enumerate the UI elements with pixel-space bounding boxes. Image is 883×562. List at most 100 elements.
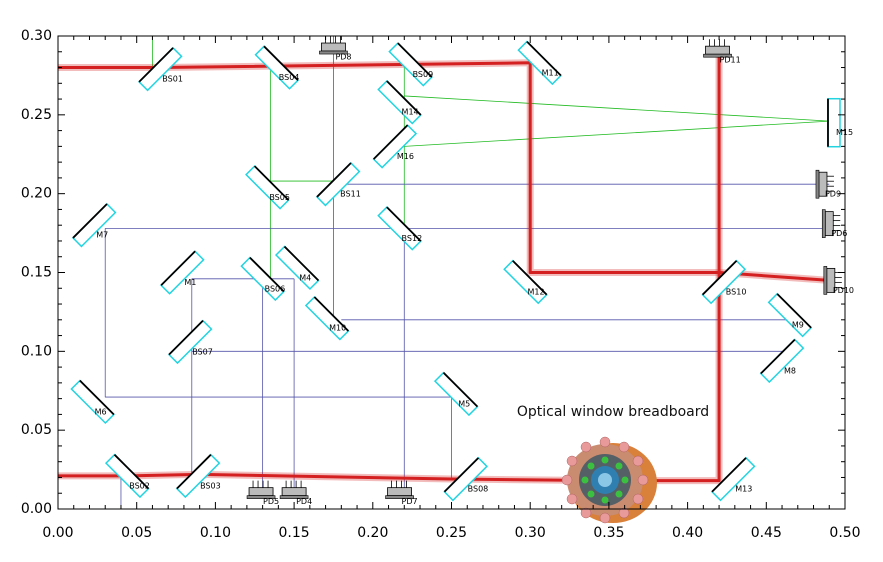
photodiode-group <box>815 169 834 199</box>
mirror-group <box>377 206 422 251</box>
photodiode-base <box>821 209 826 238</box>
mirror-coating <box>776 293 812 329</box>
photodiode <box>281 487 307 497</box>
component-label: M5 <box>458 399 470 408</box>
photodiode-group <box>319 36 348 55</box>
component-label: PD5 <box>263 497 279 506</box>
component-label: M13 <box>735 485 752 494</box>
mirror-group <box>274 245 320 291</box>
component-label: M16 <box>397 152 414 161</box>
component-label: BS02 <box>129 481 150 490</box>
component-label: PD4 <box>296 497 312 506</box>
mirror-group <box>759 338 805 384</box>
photodiode-group <box>703 39 732 58</box>
bolts <box>561 436 649 524</box>
mirror-coating <box>442 372 479 408</box>
component-label: M4 <box>299 273 311 282</box>
x-tick-label: 0.50 <box>829 525 860 541</box>
y-tick-label: 0.30 <box>21 28 52 44</box>
component-label: BS03 <box>200 481 221 490</box>
photodiode <box>387 487 412 497</box>
mirror-group <box>433 371 479 417</box>
mirror-coating <box>512 260 548 296</box>
component-label: M8 <box>784 366 796 375</box>
mirror-coating <box>138 47 174 83</box>
mirror-group <box>70 379 115 425</box>
component-label: M7 <box>96 231 108 240</box>
component-label: PD11 <box>720 56 741 65</box>
x-tick-label: 0.00 <box>42 525 73 541</box>
photodiode-base <box>279 495 309 499</box>
component-label: M9 <box>792 321 804 330</box>
component-label: BS11 <box>340 190 361 199</box>
component-label: M6 <box>95 407 107 416</box>
mirror-coating <box>283 245 320 282</box>
aux-beam <box>404 120 830 147</box>
photodiode-base <box>246 495 276 499</box>
photodiode-group <box>385 480 414 499</box>
mirror-group <box>443 456 488 502</box>
photodiode-base <box>385 495 414 499</box>
mirror-group <box>767 292 813 338</box>
component-label: BS01 <box>162 75 183 84</box>
mirror-coating <box>313 296 350 332</box>
mirror-coating <box>113 454 150 490</box>
component-label: BS09 <box>413 70 434 79</box>
photodiode-group <box>246 480 276 499</box>
mirror-coating <box>711 457 747 493</box>
y-tick-label: 0.00 <box>21 501 52 517</box>
mirror-group <box>240 256 285 302</box>
x-tick-label: 0.40 <box>672 525 703 541</box>
mirror-coating <box>176 454 212 490</box>
component-label: BS08 <box>468 485 489 494</box>
x-tick-label: 0.05 <box>121 525 152 541</box>
x-tick-label: 0.10 <box>200 525 231 541</box>
x-tick-label: 0.20 <box>357 525 388 541</box>
component-label: M1 <box>184 278 196 287</box>
y-tick-label: 0.15 <box>21 265 52 281</box>
mirror-group <box>254 45 300 90</box>
component-label: BS12 <box>402 234 423 243</box>
annotation: Optical window breadboard <box>517 404 709 420</box>
mirror-group <box>175 453 221 499</box>
component-label: PD9 <box>825 190 841 199</box>
x-tick-label: 0.15 <box>279 525 310 541</box>
photodiode <box>321 42 346 52</box>
x-tick-label: 0.35 <box>593 525 624 541</box>
mirror-group <box>160 250 205 295</box>
photodiode-base <box>815 169 820 199</box>
x-tick-label: 0.45 <box>751 525 782 541</box>
mirror-group <box>827 97 841 148</box>
y-tick-label: 0.10 <box>21 343 52 359</box>
mirror-group <box>388 42 433 87</box>
mirror-coating <box>386 80 422 116</box>
window-center <box>598 473 612 487</box>
mirror-group <box>304 295 350 341</box>
photodiode-base <box>703 53 732 58</box>
mirror-group <box>245 165 290 210</box>
window-flange <box>561 436 657 524</box>
component-label: BS05 <box>269 193 290 202</box>
photodiode-group <box>823 266 842 295</box>
mirror-coating <box>397 42 433 78</box>
mirror-group <box>372 124 418 169</box>
mirror-coating <box>168 320 204 356</box>
component-label: M10 <box>329 324 346 333</box>
screws <box>581 456 629 504</box>
mirror-coating <box>160 250 196 286</box>
component-label: PD7 <box>402 497 418 506</box>
mirror-group <box>517 40 562 86</box>
mirror-coating <box>443 457 480 493</box>
component-label: BS04 <box>279 73 300 82</box>
component-label: M14 <box>402 108 419 117</box>
component-label: BS10 <box>726 287 747 296</box>
component-label: PD8 <box>335 53 351 62</box>
mirror-coating <box>79 379 115 416</box>
component-label: PD10 <box>833 286 854 295</box>
mirror-group <box>377 79 422 125</box>
aux-beam <box>104 228 452 478</box>
mirror-coating <box>72 203 108 239</box>
x-tick-label: 0.30 <box>515 525 546 541</box>
